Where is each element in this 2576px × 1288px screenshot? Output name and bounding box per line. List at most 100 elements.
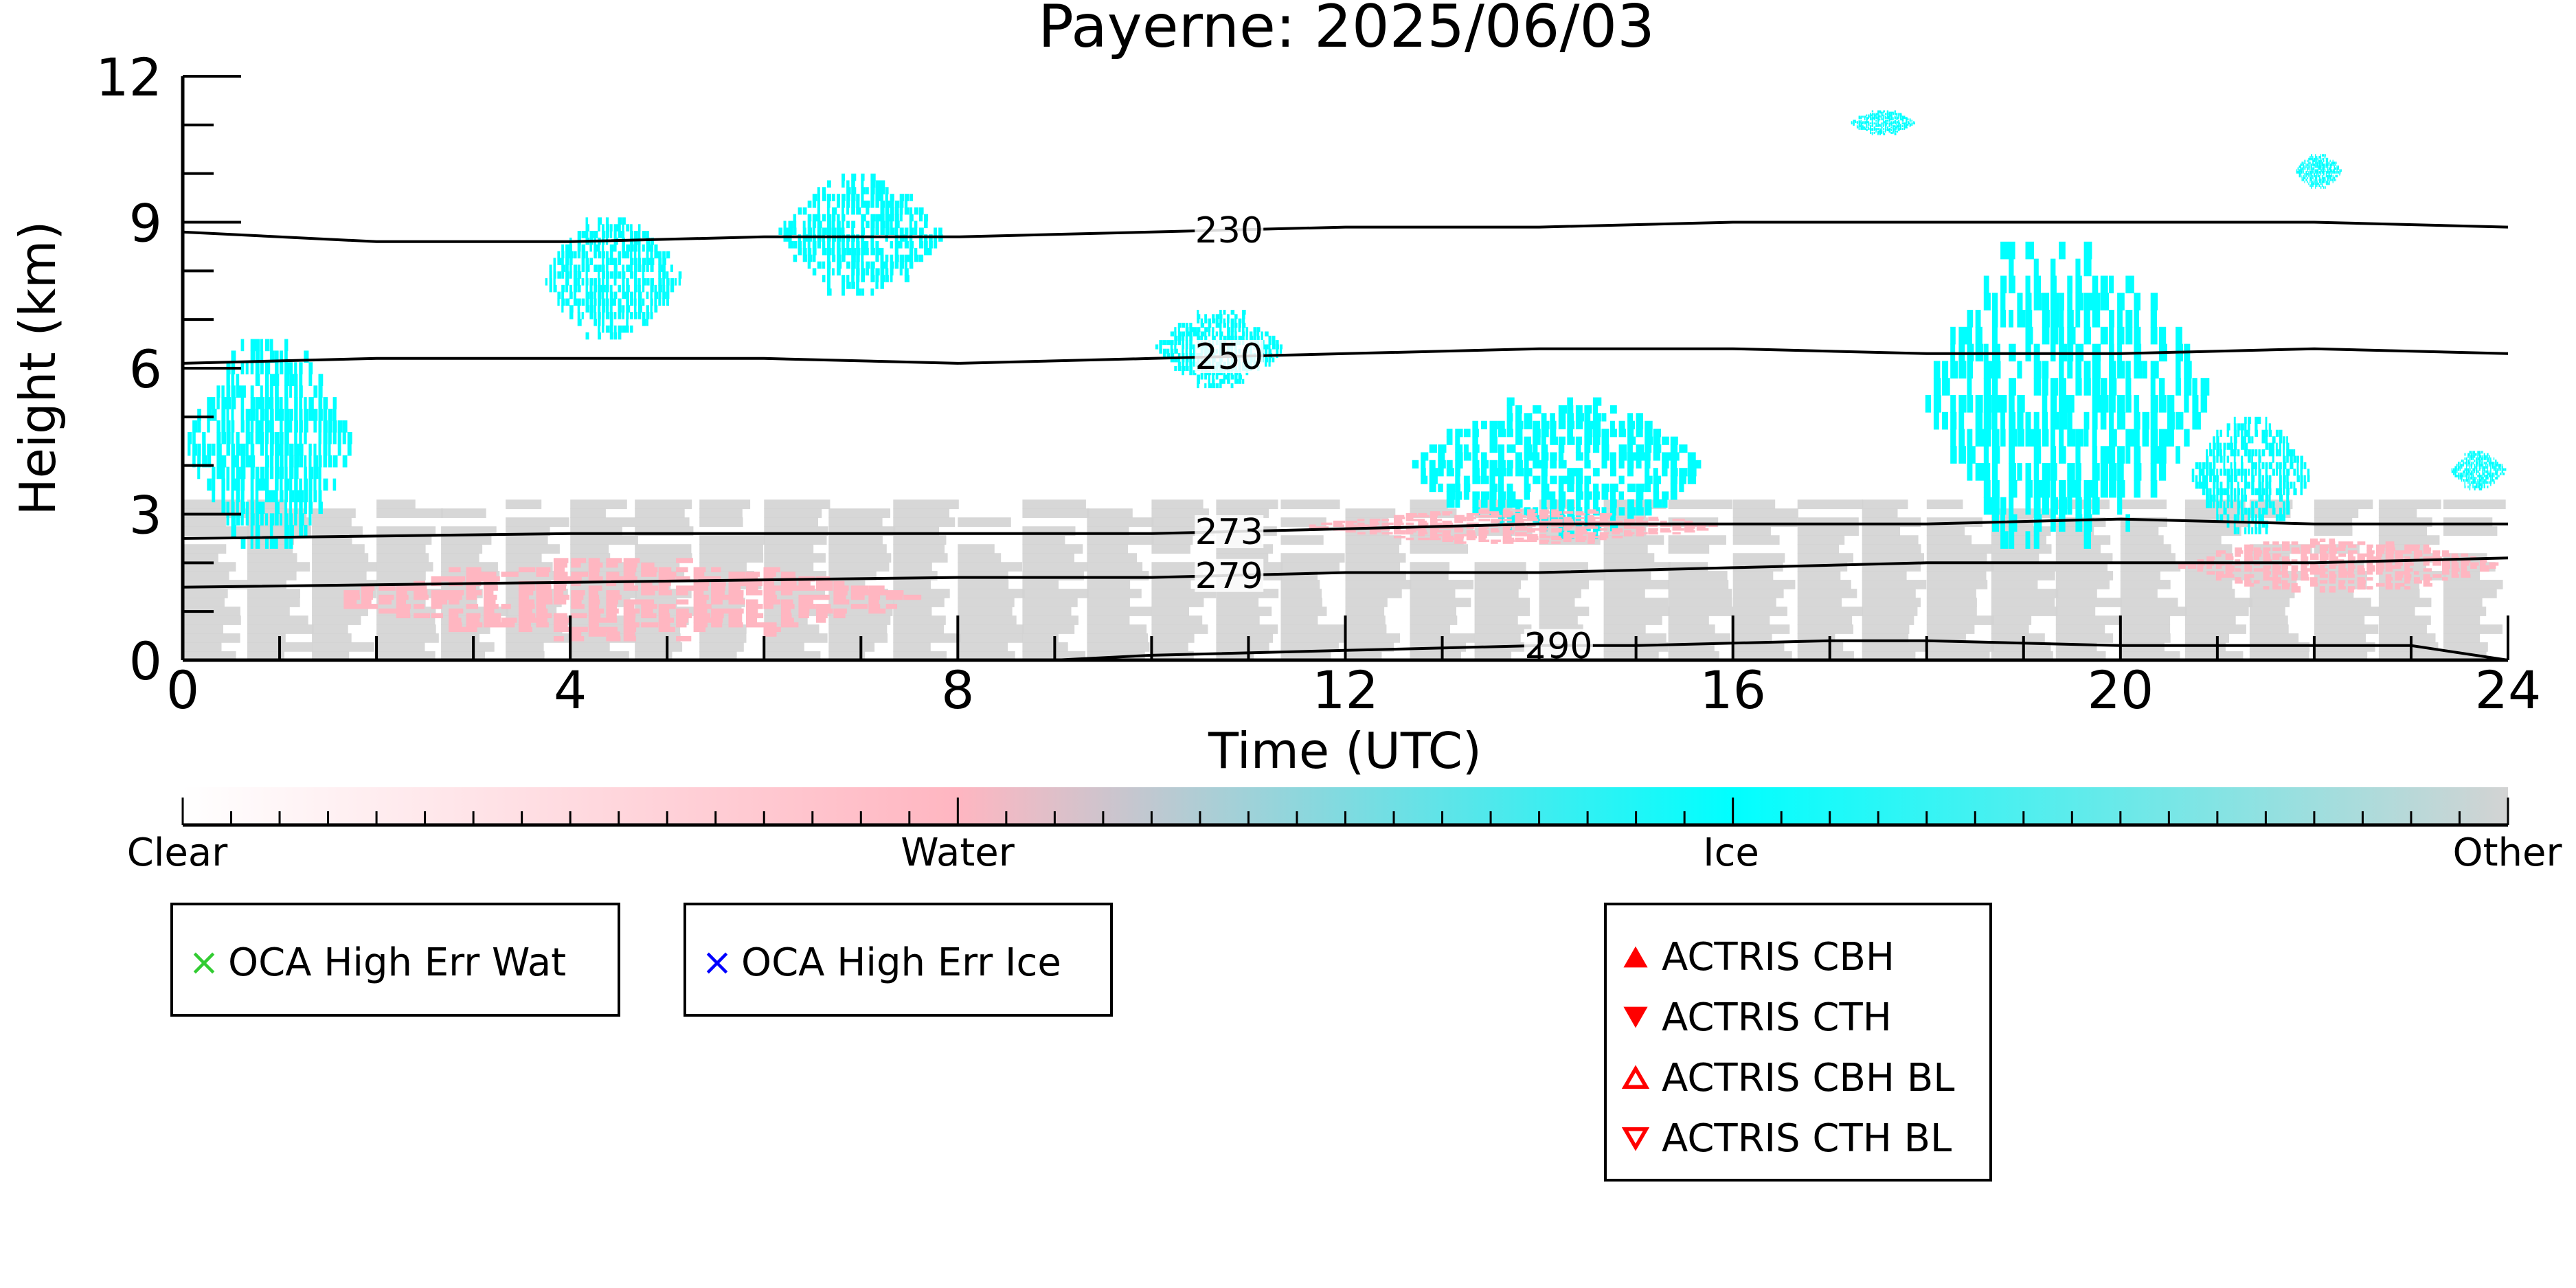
region-cell xyxy=(2458,475,2460,477)
region-cell xyxy=(1868,121,1870,124)
region-cell xyxy=(449,622,462,628)
region-cell xyxy=(2301,161,2303,164)
region-cell xyxy=(2385,553,2394,557)
region-cell xyxy=(1410,562,1450,572)
region-cell xyxy=(1660,530,1671,533)
region-cell xyxy=(1539,562,1588,572)
region-cell xyxy=(1418,530,1427,533)
region-cell xyxy=(1022,571,1084,580)
region-cell xyxy=(1454,530,1463,533)
region-cell xyxy=(571,576,582,582)
region-cell xyxy=(2310,577,2318,581)
region-cell xyxy=(2109,361,2116,379)
region-cell xyxy=(1234,322,1238,328)
region-cell xyxy=(343,599,357,605)
region-cell xyxy=(623,631,635,637)
region-cell xyxy=(2454,472,2456,475)
region-cell xyxy=(2319,547,2329,551)
region-cell xyxy=(1584,484,1590,493)
region-cell xyxy=(1216,615,1260,625)
region-cell xyxy=(2357,556,2365,560)
region-cell xyxy=(893,615,946,625)
region-cell xyxy=(2083,258,2092,277)
region-cell xyxy=(2327,161,2329,164)
region-cell xyxy=(2209,488,2212,495)
region-cell xyxy=(255,501,261,515)
region-cell xyxy=(2311,172,2312,176)
region-cell xyxy=(1472,452,1478,461)
region-cell xyxy=(212,409,217,421)
region-cell xyxy=(594,312,597,319)
region-cell xyxy=(763,622,777,628)
region-cell xyxy=(934,227,938,235)
region-cell xyxy=(2272,577,2281,581)
region-cell xyxy=(1563,534,1576,536)
region-cell xyxy=(1926,571,1987,580)
region-cell xyxy=(2500,468,2501,471)
region-cell xyxy=(588,618,607,623)
region-cell xyxy=(323,455,328,468)
region-cell xyxy=(2331,163,2333,166)
region-cell xyxy=(1189,335,1193,341)
region-cell xyxy=(289,478,293,491)
region-cell xyxy=(2150,429,2158,447)
region-cell xyxy=(1515,539,1528,543)
region-cell xyxy=(623,585,638,591)
region-cell xyxy=(284,466,288,479)
region-cell xyxy=(588,562,603,568)
region-cell xyxy=(1856,122,1858,125)
region-cell xyxy=(1333,522,1343,526)
region-cell xyxy=(2315,171,2316,174)
region-cell xyxy=(2158,463,2167,481)
region-cell xyxy=(850,585,869,591)
region-cell xyxy=(1881,132,1883,134)
region-cell xyxy=(837,241,841,249)
region-cell xyxy=(240,385,246,398)
region-cell xyxy=(2451,562,2459,566)
region-ice xyxy=(188,339,352,549)
region-cell xyxy=(1405,530,1416,533)
region-cell xyxy=(1603,615,1662,625)
region-cell xyxy=(2184,651,2244,661)
region-cell xyxy=(1898,115,1900,118)
region-cell xyxy=(2226,455,2229,463)
region-cell xyxy=(2309,165,2311,168)
region-cell xyxy=(894,201,900,208)
region-cell xyxy=(890,207,894,215)
region-cell xyxy=(294,466,299,479)
region-cell xyxy=(2120,615,2171,625)
region-cell xyxy=(2075,310,2081,328)
region-cell xyxy=(1672,526,1682,529)
region-cell xyxy=(1610,507,1616,516)
region-cell xyxy=(676,558,693,563)
region-cell xyxy=(822,194,826,201)
region-cell xyxy=(1653,491,1660,500)
region-cell xyxy=(870,275,875,282)
region-cell xyxy=(275,350,279,363)
region-cell xyxy=(1967,361,1973,379)
region-cell xyxy=(2496,477,2498,480)
region-cell xyxy=(577,251,581,259)
region-cell xyxy=(2329,574,2337,578)
region-cell xyxy=(2263,547,2271,551)
region-cell xyxy=(2237,501,2241,508)
region-cell xyxy=(585,251,589,259)
region-cell xyxy=(255,478,261,491)
region-cell xyxy=(893,624,944,634)
region-cell xyxy=(2125,310,2133,328)
region-cell xyxy=(518,567,536,573)
region-cell xyxy=(1983,463,1991,481)
region-cell xyxy=(1864,115,1866,118)
region-cell xyxy=(654,298,657,306)
region-cell xyxy=(763,626,781,633)
region-cell xyxy=(1204,318,1208,324)
region-cell xyxy=(918,214,923,222)
region-cell xyxy=(2268,475,2272,482)
region-cell xyxy=(2272,541,2279,545)
region-cell xyxy=(1272,335,1276,341)
region-cell xyxy=(2338,580,2346,584)
region-cell xyxy=(728,585,741,591)
region-cell xyxy=(2495,462,2497,465)
region-cell xyxy=(2308,159,2309,163)
region-cell xyxy=(851,282,855,289)
